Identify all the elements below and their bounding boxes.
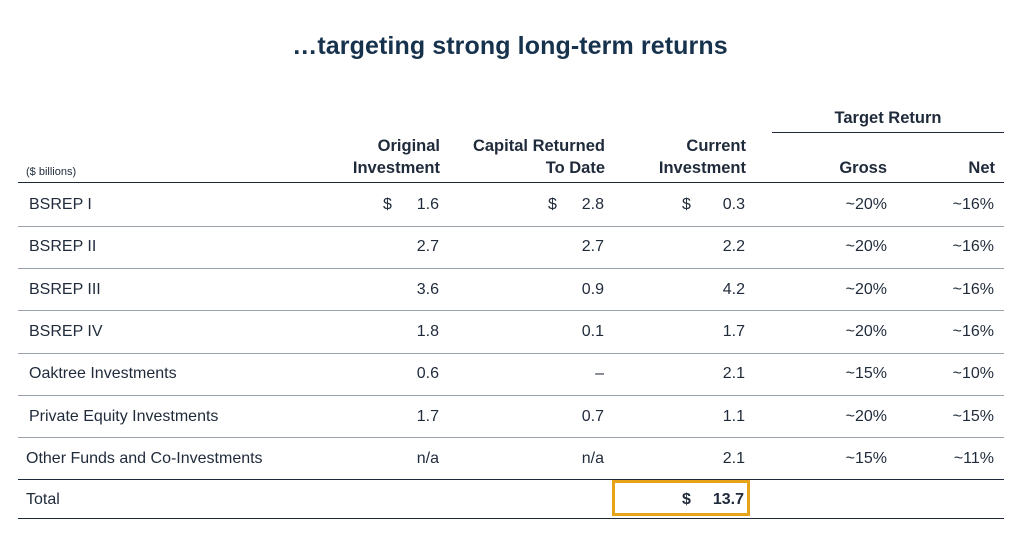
row-name: Private Equity Investments	[29, 407, 219, 425]
total-current-value: 13.7	[712, 491, 744, 508]
capital-returned-value: 0.9	[581, 280, 604, 298]
header-original-investment: Original Investment	[300, 135, 440, 179]
net-return-value: ~16%	[952, 322, 994, 340]
gross-return-value: ~20%	[845, 238, 887, 256]
header-original-line2: Investment	[352, 159, 440, 177]
table-row: BSREP III 3.6 0.9 4.2 ~20% ~16%	[0, 269, 1020, 311]
row-name: BSREP IV	[29, 322, 103, 340]
original-investment-value: 1.8	[416, 322, 439, 340]
row-divider	[18, 268, 1004, 270]
gross-return-value: ~15%	[845, 365, 887, 383]
row-divider	[18, 310, 1004, 312]
row-name: BSREP III	[29, 280, 101, 298]
capital-returned-value: 2.8	[581, 196, 604, 213]
header-original-line1: Original	[377, 137, 440, 155]
original-currency-symbol: $	[383, 196, 392, 213]
header-target-return: Target Return	[834, 109, 942, 127]
header-rule	[18, 182, 1004, 183]
capital-returned-value: n/a	[581, 449, 604, 467]
header-current-investment: Current Investment	[610, 135, 746, 179]
row-divider	[18, 352, 1004, 354]
current-currency-symbol: $	[682, 196, 691, 213]
table-row: Other Funds and Co-Investments n/a n/a 2.1 ~…	[0, 438, 1020, 480]
header-net: Net	[968, 159, 995, 177]
gross-return-value: ~20%	[845, 322, 887, 340]
page-title: …targeting strong long-term returns	[292, 32, 728, 60]
net-return-value: ~11%	[953, 449, 994, 467]
net-return-value: ~10%	[952, 365, 994, 383]
units-label: ($ billions)	[26, 166, 77, 178]
net-return-value: ~16%	[952, 238, 994, 256]
gross-return-value: ~15%	[845, 449, 887, 467]
table-row: Oaktree Investments 0.6 – 2.1 ~15% ~10%	[0, 353, 1020, 395]
original-investment-value: 2.7	[416, 238, 439, 256]
row-divider	[18, 395, 1004, 396]
original-investment-value: 0.6	[416, 365, 439, 383]
current-investment-value: 4.2	[722, 280, 745, 298]
total-currency-symbol: $	[682, 491, 691, 508]
current-investment-value: 1.7	[722, 322, 745, 340]
capital-returned-value: 0.7	[581, 407, 604, 425]
returned-currency-symbol: $	[548, 196, 557, 213]
row-divider	[18, 437, 1004, 439]
gross-return-value: ~20%	[845, 407, 887, 425]
net-return-value: ~16%	[952, 280, 994, 298]
current-investment-value: 0.3	[722, 196, 745, 213]
total-top-rule	[18, 479, 1004, 480]
table-row: Private Equity Investments 1.7 0.7 1.1 ~20% ~…	[0, 396, 1020, 438]
original-investment-value: 1.7	[416, 407, 439, 425]
table-row: BSREP I $ $ $1.6 2.8 0.3 ~20% ~16%	[0, 184, 1020, 226]
row-name: Oaktree Investments	[29, 365, 177, 383]
row-name: Other Funds and Co-Investments	[26, 449, 263, 467]
gross-return-value: ~20%	[845, 196, 887, 213]
total-label: Total	[26, 491, 60, 508]
capital-returned-value: 2.7	[581, 238, 604, 256]
current-investment-value: 2.2	[722, 238, 745, 256]
gross-return-value: ~20%	[845, 280, 887, 298]
current-investment-value: 2.1	[722, 449, 745, 467]
net-return-value: ~15%	[952, 407, 994, 425]
header-returned-line1: Capital Returned	[472, 137, 605, 155]
header-capital-returned: Capital Returned To Date	[440, 135, 605, 179]
table-row: BSREP II 2.7 2.7 2.2 ~20% ~16%	[0, 226, 1020, 268]
header-current-line2: Investment	[658, 159, 746, 177]
target-return-underline	[772, 132, 1004, 133]
original-investment-value: 3.6	[416, 280, 439, 298]
row-name: BSREP II	[29, 238, 97, 256]
header-current-line1: Current	[686, 137, 746, 155]
net-return-value: ~16%	[952, 196, 994, 213]
capital-returned-value: –	[595, 365, 604, 383]
table-row: BSREP IV 1.8 0.1 1.7 ~20% ~16%	[0, 311, 1020, 353]
current-investment-value: 2.1	[722, 365, 745, 383]
header-returned-line2: To Date	[545, 159, 605, 177]
capital-returned-value: 0.1	[581, 322, 604, 340]
current-investment-value: 1.1	[722, 407, 745, 425]
total-bottom-rule	[18, 518, 1004, 519]
original-investment-value: 1.6	[416, 196, 439, 213]
original-investment-value: n/a	[416, 449, 439, 467]
header-gross: Gross	[839, 159, 887, 177]
row-divider	[18, 225, 1004, 227]
total-highlight-box	[612, 480, 750, 516]
row-name: BSREP I	[29, 196, 92, 213]
